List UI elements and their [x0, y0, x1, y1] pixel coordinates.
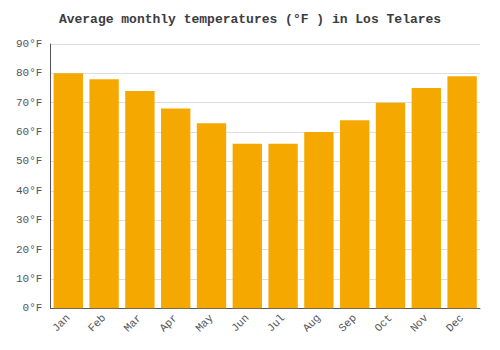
svg-text:Feb: Feb [86, 312, 108, 334]
svg-text:Average monthly temperatures (: Average monthly temperatures (°F ) in Lo… [59, 12, 441, 27]
svg-text:Jan: Jan [50, 312, 72, 334]
svg-text:Nov: Nov [408, 312, 431, 335]
svg-text:40°F: 40°F [16, 185, 42, 197]
svg-text:Mar: Mar [122, 312, 144, 334]
svg-text:Dec: Dec [444, 312, 466, 334]
svg-text:0°F: 0°F [23, 302, 43, 314]
svg-text:Aug: Aug [301, 312, 323, 334]
svg-text:Sep: Sep [336, 312, 358, 334]
svg-text:Apr: Apr [157, 312, 179, 334]
svg-text:70°F: 70°F [16, 97, 42, 109]
svg-text:30°F: 30°F [16, 214, 42, 226]
svg-text:10°F: 10°F [16, 273, 42, 285]
svg-text:Jul: Jul [265, 312, 287, 334]
svg-text:Oct: Oct [372, 312, 394, 334]
svg-text:50°F: 50°F [16, 155, 42, 167]
svg-text:90°F: 90°F [16, 38, 42, 50]
svg-text:May: May [193, 312, 216, 335]
svg-text:20°F: 20°F [16, 244, 42, 256]
svg-text:Jun: Jun [229, 312, 251, 334]
svg-text:60°F: 60°F [16, 126, 42, 138]
svg-text:80°F: 80°F [16, 67, 42, 79]
